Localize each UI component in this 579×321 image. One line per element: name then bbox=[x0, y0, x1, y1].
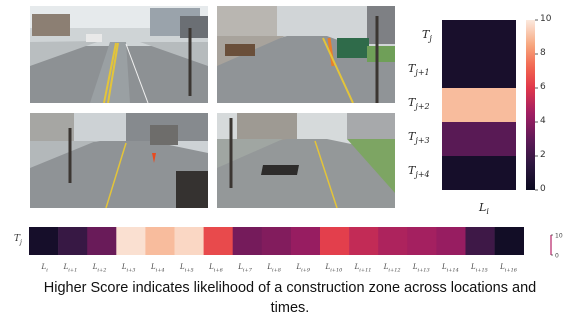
strip-colorbar-tick-label: 0 bbox=[555, 253, 559, 260]
strip-cell-4 bbox=[145, 227, 175, 255]
heatmap-row-label-4: Tj+4 bbox=[408, 164, 430, 180]
strip-heatmap: 10 0 bbox=[29, 227, 563, 260]
strip-column-label-2: Li+2 bbox=[92, 263, 107, 274]
colorbar-tick-label: 10 bbox=[540, 14, 552, 24]
colorbar-tick-label: 0 bbox=[540, 184, 546, 194]
strip-cell-15 bbox=[465, 227, 495, 255]
heatmap-cell-3 bbox=[442, 122, 516, 156]
strip-cell-13 bbox=[407, 227, 437, 255]
strip-column-label-12: Li+12 bbox=[383, 263, 401, 274]
heatmap-cell-0 bbox=[442, 20, 516, 54]
strip-cell-6 bbox=[203, 227, 233, 255]
strip-cell-7 bbox=[232, 227, 263, 255]
road-photo-bottom-right bbox=[217, 113, 395, 208]
strip-column-label-13: Li+13 bbox=[412, 263, 430, 274]
heatmap-colorbar bbox=[526, 20, 535, 190]
strip-column-label-4: Li+4 bbox=[150, 263, 165, 274]
strip-row-label: Tj bbox=[14, 234, 22, 246]
heatmap-column-label: Li bbox=[479, 201, 489, 217]
heatmap-row-label-3: Tj+3 bbox=[408, 130, 430, 146]
strip-cell-11 bbox=[349, 227, 379, 255]
strip-column-label-10: Li+10 bbox=[325, 263, 343, 274]
heatmap-chart bbox=[442, 19, 538, 191]
caption: Higher Score indicates likelihood of a c… bbox=[43, 280, 537, 316]
strip-column-label-6: Li+6 bbox=[209, 263, 223, 274]
strip-cell-3 bbox=[116, 227, 146, 255]
strip-column-label-5: Li+5 bbox=[180, 263, 194, 274]
strip-column-label-15: Li+15 bbox=[471, 263, 488, 274]
heatmap-cell-2 bbox=[442, 88, 516, 122]
strip-column-label-3: Li+3 bbox=[121, 263, 136, 274]
road-photo-top-right bbox=[217, 6, 395, 103]
heatmap-row-label-1: Tj+1 bbox=[408, 62, 430, 78]
strip-column-label-8: Li+8 bbox=[267, 263, 281, 274]
colorbar-tick-label: 2 bbox=[540, 150, 546, 160]
strip-cell-14 bbox=[436, 227, 466, 255]
strip-cell-8 bbox=[261, 227, 292, 255]
strip-cell-5 bbox=[174, 227, 204, 255]
strip-column-label-14: Li+14 bbox=[441, 263, 459, 274]
strip-column-label-11: Li+11 bbox=[354, 263, 372, 274]
strip-cell-16 bbox=[494, 227, 524, 255]
colorbar-tick-label: 6 bbox=[540, 82, 546, 92]
strip-column-label-0: Li bbox=[41, 263, 48, 274]
road-photo-top-left bbox=[30, 6, 208, 103]
heatmap-row-label-0: Tj bbox=[422, 28, 432, 44]
strip-column-label-9: Li+9 bbox=[296, 263, 311, 274]
strip-cell-1 bbox=[58, 227, 88, 255]
strip-column-label-16: Li+16 bbox=[500, 263, 517, 274]
strip-cell-12 bbox=[378, 227, 408, 255]
strip-cell-0 bbox=[29, 227, 59, 255]
heatmap-cell-1 bbox=[442, 54, 516, 88]
strip-column-label-7: Li+7 bbox=[238, 263, 252, 274]
heatmap-cell-4 bbox=[442, 156, 516, 190]
colorbar-tick-label: 4 bbox=[540, 116, 546, 126]
strip-cell-9 bbox=[290, 227, 321, 255]
road-photo-bottom-left bbox=[30, 113, 208, 208]
strip-colorbar-tick-label: 10 bbox=[555, 233, 563, 240]
strip-cell-2 bbox=[87, 227, 117, 255]
strip-cell-10 bbox=[320, 227, 350, 255]
heatmap-row-label-2: Tj+2 bbox=[408, 96, 430, 112]
strip-column-label-1: Li+1 bbox=[63, 263, 78, 274]
colorbar-tick-label: 8 bbox=[540, 48, 546, 58]
